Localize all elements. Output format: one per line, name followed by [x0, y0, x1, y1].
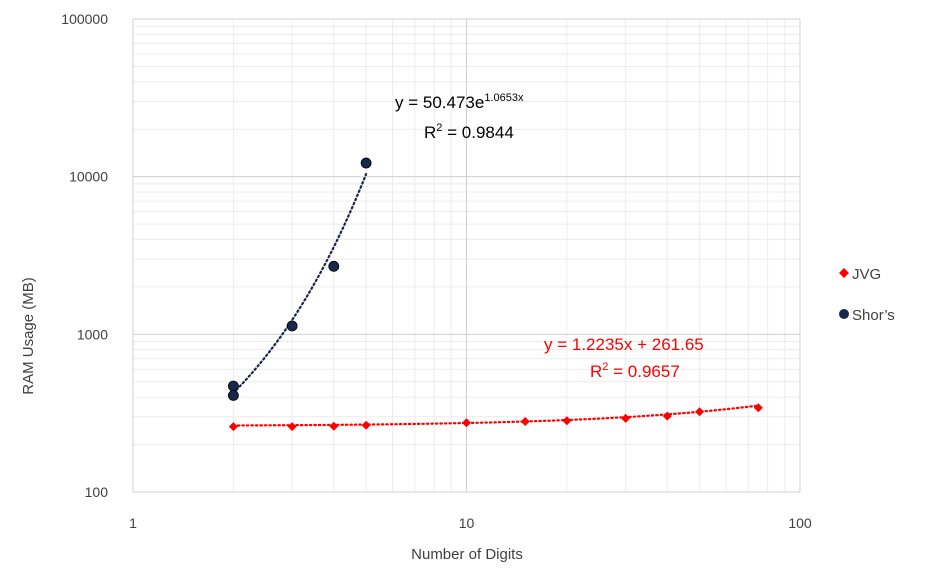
tick-labels: 1 10 100 100 1000 10000 100000 — [61, 11, 812, 531]
shor-r2-exponent: 2 — [436, 122, 442, 134]
shor-eq-prefix: y = 50.473e — [395, 93, 484, 112]
jvg-point — [562, 416, 572, 426]
x-tick-label: 10 — [459, 515, 475, 531]
y-tick-label: 100000 — [61, 11, 108, 27]
y-tick-label: 1000 — [77, 326, 108, 342]
shors-point — [227, 389, 239, 401]
shor-r2-value: = 0.9844 — [442, 123, 513, 142]
jvg-trendline — [232, 404, 760, 427]
major-gridlines — [132, 18, 801, 493]
shor-trendline-equation: y = 50.473e1.0653x — [395, 92, 524, 112]
x-axis-label: Number of Digits — [411, 546, 523, 563]
x-tick-label: 100 — [788, 515, 812, 531]
shors-point — [286, 320, 298, 332]
y-tick-label: 100 — [85, 484, 109, 500]
jvg-point — [287, 422, 297, 432]
jvg-point — [662, 411, 672, 421]
jvg-point — [329, 421, 339, 431]
jvg-trendline-equation: y = 1.2235x + 261.65 — [544, 335, 704, 354]
legend-marker-shors — [839, 309, 849, 319]
shors-point — [227, 380, 239, 392]
jvg-point — [520, 416, 530, 426]
shor-eq-exponent: 1.0653x — [484, 92, 524, 104]
legend-item-shors: Shor’s — [839, 307, 895, 324]
shor-r2-label: R — [424, 123, 436, 142]
legend-label-jvg: JVG — [852, 266, 881, 283]
shors-point — [360, 157, 372, 169]
y-tick-label: 10000 — [69, 169, 108, 185]
jvg-r2-value: = 0.9657 — [608, 362, 679, 381]
legend: JVG Shor’s — [839, 266, 895, 324]
trendlines — [232, 172, 760, 427]
data-markers — [227, 157, 763, 432]
legend-item-jvg: JVG — [839, 266, 881, 283]
jvg-point — [695, 407, 705, 417]
jvg-r2-label: R — [590, 362, 602, 381]
legend-label-shors: Shor’s — [852, 307, 895, 324]
x-tick-label: 1 — [129, 515, 137, 531]
jvg-point — [462, 418, 471, 428]
jvg-point — [753, 403, 763, 413]
jvg-r2-exponent: 2 — [602, 361, 608, 373]
shors-trendline — [232, 172, 368, 395]
jvg-point — [228, 422, 238, 432]
jvg-point — [621, 413, 631, 423]
shors-point — [328, 260, 340, 272]
y-axis-label: RAM Usage (MB) — [20, 277, 37, 395]
jvg-point — [361, 420, 371, 430]
shor-trendline-r2: R2 = 0.9844 — [424, 122, 514, 142]
legend-marker-jvg — [839, 268, 849, 278]
jvg-trendline-r2: R2 = 0.9657 — [590, 361, 680, 381]
